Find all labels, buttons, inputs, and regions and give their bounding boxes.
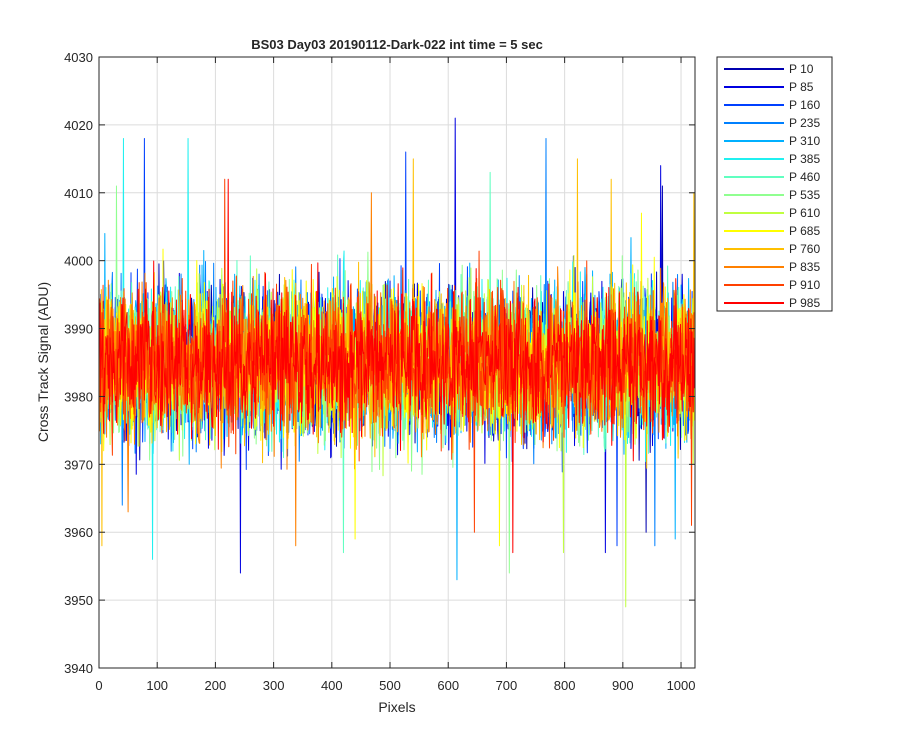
- y-tick-label: 4020: [64, 118, 93, 133]
- y-axis-label: Cross Track Signal (ADU): [35, 282, 51, 442]
- legend-label: P 910: [789, 278, 820, 292]
- y-tick-label: 4000: [64, 254, 93, 269]
- legend-label: P 385: [789, 152, 820, 166]
- x-tick-label: 1000: [667, 678, 696, 693]
- x-tick-label: 600: [437, 678, 459, 693]
- legend-label: P 160: [789, 98, 820, 112]
- legend-label: P 460: [789, 170, 820, 184]
- legend-label: P 985: [789, 296, 820, 310]
- x-tick-label: 0: [95, 678, 102, 693]
- series-lines: [99, 117, 695, 608]
- legend-label: P 10: [789, 62, 814, 76]
- legend: P 10 P 85 P 160 P 235 P 310 P 385 P 460 P 535 P …: [716, 56, 833, 312]
- chart-title: BS03 Day03 20190112-Dark-022 int time = …: [251, 37, 543, 52]
- y-tick-label: 3940: [64, 661, 93, 676]
- y-tick-label: 3970: [64, 457, 93, 472]
- x-tick-label: 900: [612, 678, 634, 693]
- y-tick-label: 3980: [64, 389, 93, 404]
- y-tick-label: 3990: [64, 322, 93, 337]
- y-tick-label: 3960: [64, 525, 93, 540]
- axes-box: [98, 56, 696, 669]
- x-tick-label: 700: [496, 678, 518, 693]
- legend-label: P 235: [789, 116, 820, 130]
- y-tick-label: 4030: [64, 50, 93, 65]
- legend-label: P 835: [789, 260, 820, 274]
- x-tick-label: 100: [146, 678, 168, 693]
- x-tick-label: 800: [554, 678, 576, 693]
- x-tick-label: 500: [379, 678, 401, 693]
- legend-label: P 760: [789, 242, 820, 256]
- y-tick-label: 3950: [64, 593, 93, 608]
- legend-label: P 310: [789, 134, 820, 148]
- legend-label: P 85: [789, 80, 814, 94]
- legend-label: P 610: [789, 206, 820, 220]
- x-axis-label: Pixels: [378, 699, 415, 715]
- legend-label: P 685: [789, 224, 820, 238]
- x-tick-label: 400: [321, 678, 343, 693]
- x-tick-label: 200: [205, 678, 227, 693]
- y-tick-labels: 3940 3950 3960 3970 3980 3990 4000 4010 4020 4030: [64, 50, 93, 676]
- axis-ticks: [98, 56, 695, 669]
- x-tick-label: 300: [263, 678, 285, 693]
- legend-box: [716, 56, 833, 312]
- legend-label: P 535: [789, 188, 820, 202]
- y-tick-label: 4010: [64, 186, 93, 201]
- x-tick-labels: 0 100 200 300 400 500 600 700 800 900 1000: [95, 678, 695, 693]
- series-line: [99, 178, 695, 554]
